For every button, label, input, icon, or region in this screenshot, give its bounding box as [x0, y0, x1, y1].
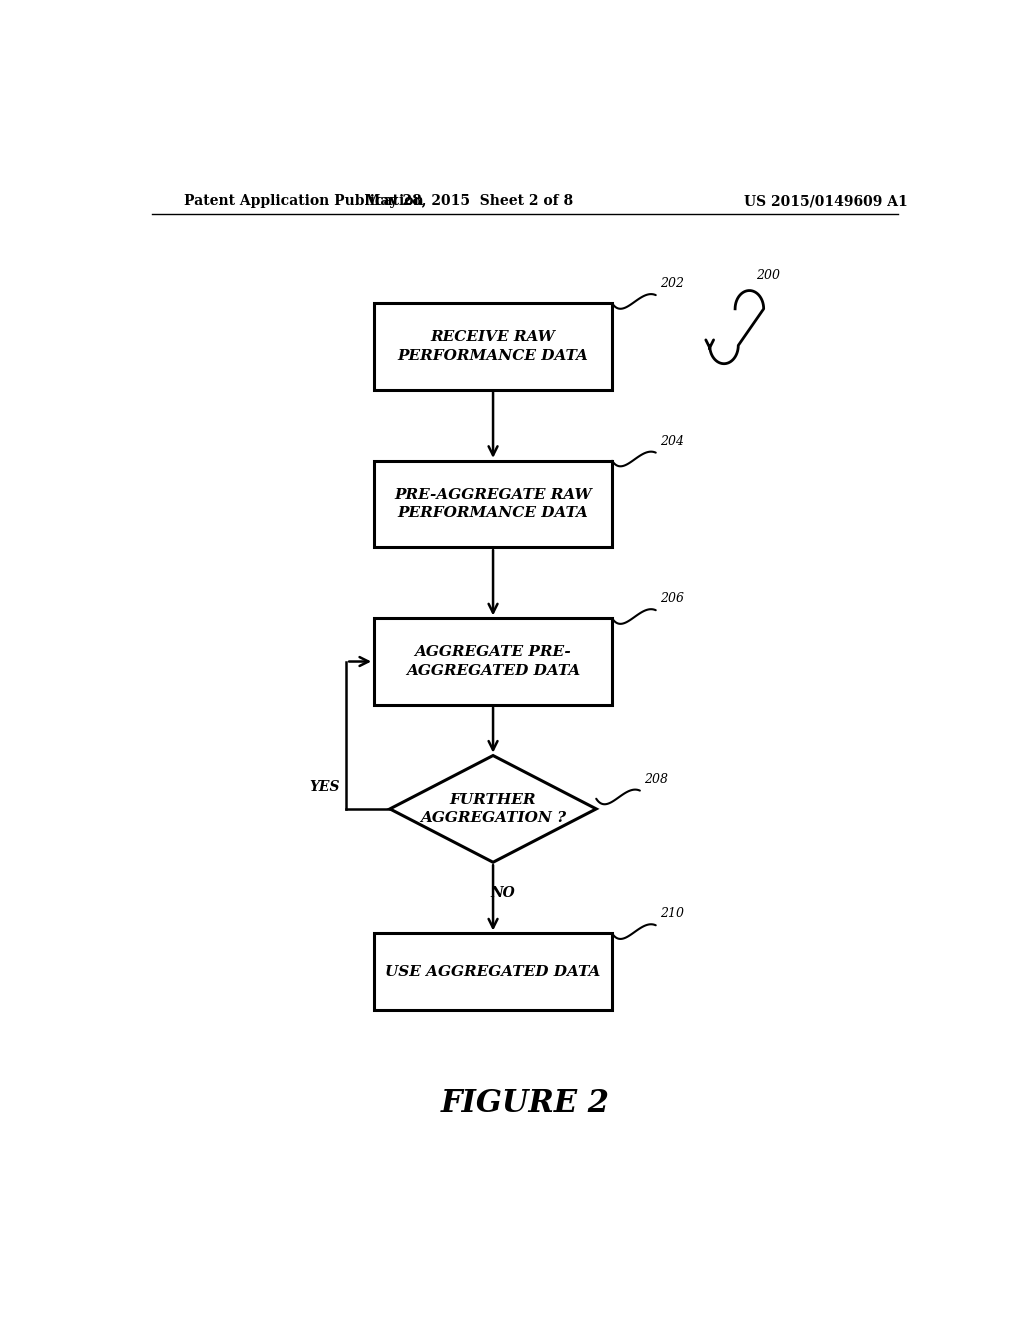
Text: NO: NO	[490, 886, 515, 900]
Text: USE AGGREGATED DATA: USE AGGREGATED DATA	[385, 965, 601, 978]
Text: 204: 204	[659, 434, 684, 447]
Text: PRE-AGGREGATE RAW
PERFORMANCE DATA: PRE-AGGREGATE RAW PERFORMANCE DATA	[394, 488, 592, 520]
Text: 202: 202	[659, 277, 684, 290]
Text: 208: 208	[644, 772, 668, 785]
Bar	[374, 618, 612, 705]
Text: 200: 200	[756, 269, 779, 282]
Text: AGGREGATE PRE-
AGGREGATED DATA: AGGREGATE PRE- AGGREGATED DATA	[406, 645, 581, 677]
Polygon shape	[390, 755, 596, 862]
Text: FIGURE 2: FIGURE 2	[440, 1088, 609, 1119]
Bar	[374, 933, 612, 1010]
Text: Patent Application Publication: Patent Application Publication	[183, 194, 423, 209]
Text: May 28, 2015  Sheet 2 of 8: May 28, 2015 Sheet 2 of 8	[366, 194, 573, 209]
Bar	[374, 304, 612, 389]
Text: 206: 206	[659, 593, 684, 605]
Bar	[374, 461, 612, 548]
Text: RECEIVE RAW
PERFORMANCE DATA: RECEIVE RAW PERFORMANCE DATA	[397, 330, 589, 363]
Text: US 2015/0149609 A1: US 2015/0149609 A1	[744, 194, 908, 209]
Text: 210: 210	[659, 907, 684, 920]
Text: YES: YES	[309, 780, 340, 793]
Text: FURTHER
AGGREGATION ?: FURTHER AGGREGATION ?	[420, 793, 566, 825]
